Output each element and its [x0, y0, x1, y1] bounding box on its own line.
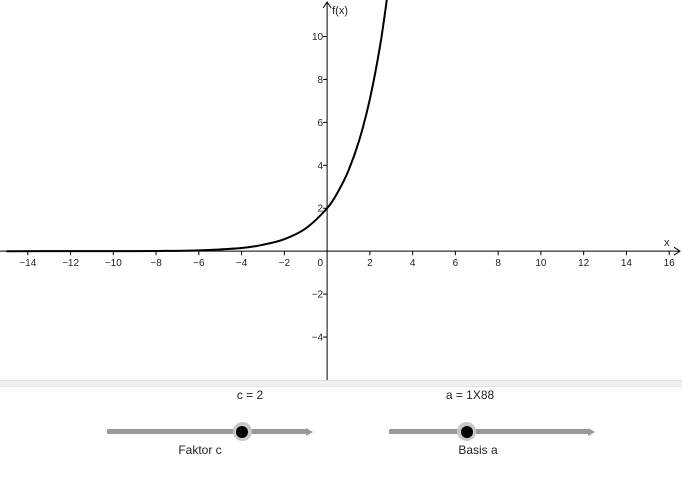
slider-arrow-icon: [588, 427, 595, 436]
x-tick-label: −2: [279, 258, 291, 269]
slider-name: Basis a: [458, 443, 498, 457]
slider-panel: c = 2 Faktor c a = 1X88 Basis a: [0, 388, 682, 500]
tick-labels: −14 −12 −10 −8 −6 −4 −2 0 2 4 6 8 10 12 14 16 −4 −2 2 4 6 8 10: [19, 32, 675, 344]
curve-layer[interactable]: [6, 0, 389, 253]
x-tick-label: −14: [19, 258, 36, 269]
x-axis-arrow-icon: [673, 246, 681, 256]
slider-track[interactable]: [389, 429, 588, 434]
slider-arrow-icon: [306, 427, 313, 436]
y-tick-label: 6: [318, 118, 324, 129]
x-tick-label: −4: [236, 258, 248, 269]
function-curve[interactable]: [6, 0, 389, 253]
view-divider[interactable]: [0, 380, 682, 387]
y-axis-arrow-icon: [322, 1, 332, 9]
slider-track[interactable]: [107, 429, 306, 434]
function-plot[interactable]: −14 −12 −10 −8 −6 −4 −2 0 2 4 6 8 10 12 14 16 −4 −2 2 4 6 8 10…: [0, 0, 682, 380]
x-tick-label: −8: [150, 258, 162, 269]
x-tick-label: 16: [664, 258, 676, 269]
x-tick-label: 6: [453, 258, 459, 269]
y-axis-label: f(x): [332, 5, 348, 17]
x-axis-label: x: [664, 237, 670, 249]
x-tick-label: 14: [621, 258, 633, 269]
y-tick-label: −2: [312, 290, 324, 301]
x-tick-label: 12: [578, 258, 590, 269]
y-tick-label: 2: [318, 204, 324, 215]
y-tick-label: 8: [318, 75, 324, 86]
y-tick-label: 10: [312, 32, 324, 43]
slider-knob[interactable]: [457, 422, 477, 441]
slider-name: Faktor c: [178, 443, 222, 457]
slider-basis-a[interactable]: a = 1X88 Basis a: [389, 388, 595, 468]
x-tick-label: 8: [495, 258, 501, 269]
y-tick-label: −4: [312, 333, 324, 344]
slider-caption: c = 2: [236, 388, 264, 402]
slider-faktor-c[interactable]: c = 2 Faktor c: [107, 388, 313, 468]
x-tick-label: 4: [410, 258, 416, 269]
x-tick-label: 10: [535, 258, 547, 269]
x-tick-label: −6: [193, 258, 205, 269]
x-tick-label: 2: [367, 258, 373, 269]
y-tick-label: 4: [318, 161, 324, 172]
slider-caption: a = 1X88: [445, 388, 495, 402]
x-tick-label: −12: [62, 258, 79, 269]
x-tick-label: 0: [318, 258, 324, 269]
axes: [0, 1, 681, 380]
slider-knob[interactable]: [232, 422, 252, 441]
tick-marks: [27, 35, 670, 338]
graph-view[interactable]: −14 −12 −10 −8 −6 −4 −2 0 2 4 6 8 10 12 14 16 −4 −2 2 4 6 8 10…: [0, 0, 682, 380]
x-tick-label: −10: [105, 258, 122, 269]
